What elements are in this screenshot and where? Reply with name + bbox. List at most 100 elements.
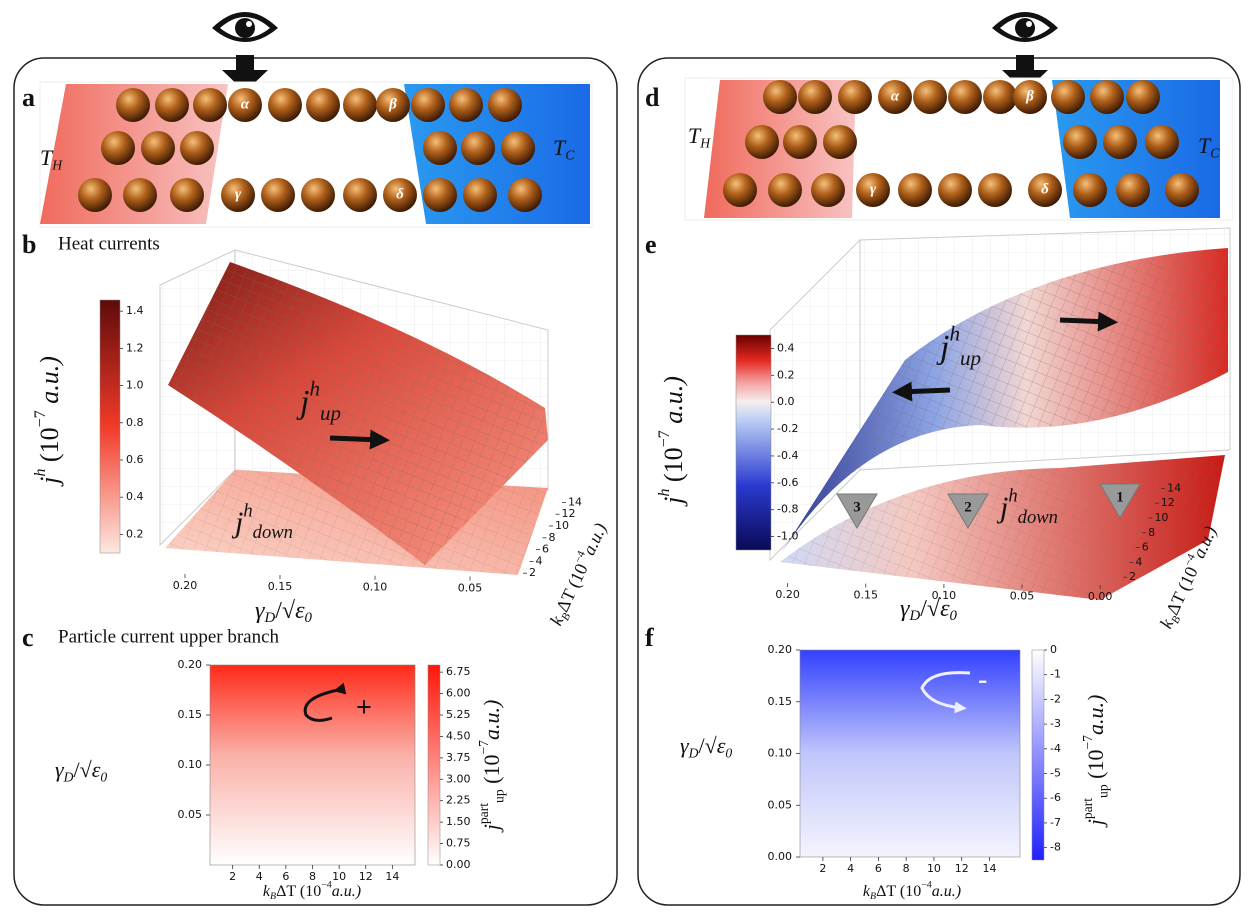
atom	[343, 178, 377, 212]
tick-label: 10	[332, 870, 346, 883]
atom	[978, 173, 1012, 207]
label-part: D	[908, 609, 920, 625]
tick-label: 0.00	[768, 850, 793, 863]
tick-label: 0.15	[768, 695, 793, 708]
tick-label: 12	[955, 862, 969, 875]
tick-label: 8	[549, 531, 556, 544]
label-part: a.u.)	[479, 700, 504, 740]
tick-label: 6.75	[446, 665, 471, 678]
label-part: /√	[699, 733, 718, 758]
site-label: α	[891, 88, 900, 104]
label-part: D	[63, 770, 74, 785]
tick-label: 2	[229, 870, 236, 883]
atom	[501, 131, 535, 165]
tick-label: 12	[359, 870, 373, 883]
colorbar	[428, 665, 440, 865]
label-part: 0	[305, 611, 313, 627]
site-label: δ	[396, 186, 404, 202]
label-part: −7	[1080, 735, 1095, 750]
tick-label: 14	[1167, 481, 1181, 494]
label-part: ΔT (10	[552, 561, 592, 616]
label-part: h	[243, 501, 252, 522]
tick-label: 0.0	[777, 395, 795, 408]
tick-label: 0.4	[777, 341, 795, 354]
marker-label: 1	[1116, 489, 1124, 505]
panel-label: d	[645, 83, 660, 112]
label-part: ΔT (10	[1162, 564, 1202, 619]
atom	[723, 173, 757, 207]
label-part: a.u.)	[35, 356, 64, 410]
tick-label: 0.75	[446, 837, 471, 850]
tick-label: 0.05	[458, 582, 483, 595]
label-part: a.u.)	[332, 883, 361, 900]
label-part: up	[1096, 784, 1111, 798]
label-part: −7	[32, 410, 49, 427]
label-part: (10	[659, 447, 688, 488]
atom	[1063, 125, 1097, 159]
tick-label: -5	[1050, 767, 1061, 780]
label-part: j	[1083, 819, 1108, 828]
atom	[1165, 173, 1199, 207]
marker-label: 3	[853, 499, 861, 515]
surface-plot-e	[770, 228, 1230, 600]
tick-label: 0.15	[268, 580, 293, 593]
math-label: γD/√ε0	[900, 596, 958, 625]
sign: -	[978, 664, 987, 695]
tick-label: 6	[1142, 541, 1149, 554]
label-part: down	[253, 522, 293, 543]
math-label: kBΔT (10−4a.u.)	[263, 880, 361, 903]
label-part: a.u.)	[579, 520, 612, 559]
atom	[508, 178, 542, 212]
site-label: β	[1025, 88, 1034, 104]
atom	[101, 131, 135, 165]
tick-label: 0	[1050, 643, 1057, 656]
tick-label: -3	[1050, 717, 1061, 730]
atom	[261, 178, 295, 212]
panel-label: b	[22, 230, 36, 259]
tick-label: -0.4	[777, 449, 798, 462]
label-part: h	[309, 377, 320, 401]
atom	[449, 88, 483, 122]
atom	[763, 80, 797, 114]
atom	[938, 173, 972, 207]
tick-label: 10	[927, 862, 941, 875]
label-part: ΔT (10	[276, 883, 321, 900]
label-part: /√	[275, 598, 296, 624]
atom	[1116, 173, 1150, 207]
atom	[948, 80, 982, 114]
label-part: 0	[950, 609, 958, 625]
label-part: j	[35, 477, 64, 487]
tick-label: -0.6	[777, 476, 798, 489]
tick-label: 0.00	[1088, 590, 1113, 603]
tick-label: 0.10	[178, 758, 203, 771]
tick-label: -0.8	[777, 503, 798, 516]
atom	[411, 88, 445, 122]
atom	[1103, 125, 1137, 159]
atom	[170, 178, 204, 212]
tick-label: 4	[1135, 555, 1142, 568]
tick-label: 6	[875, 862, 882, 875]
label-part: a.u.)	[932, 883, 961, 900]
tick-label: 0.15	[178, 708, 203, 721]
label-part: part	[476, 803, 491, 824]
label-part: H	[699, 136, 711, 151]
tick-label: 0.05	[178, 808, 203, 821]
tick-label: 0.2	[777, 368, 795, 381]
label-part: h	[1008, 486, 1017, 507]
figure: a b Heat currents c Particle current upp…	[0, 0, 1248, 914]
atom	[745, 125, 779, 159]
tick-label: -1	[1050, 668, 1061, 681]
label-part: −7	[476, 740, 491, 755]
label-part: j	[479, 824, 504, 833]
tick-label: -4	[1050, 742, 1061, 755]
tick-label: 1.50	[446, 815, 471, 828]
label-part: H	[51, 158, 63, 173]
math-label: kBΔT (10−4a.u.)	[863, 880, 961, 903]
tick-label: 0.2	[126, 527, 144, 540]
atom	[798, 80, 832, 114]
label-part: h	[32, 469, 49, 477]
tick-label: 3.75	[446, 751, 471, 764]
atom	[343, 88, 377, 122]
tick-label: -0.2	[777, 422, 798, 435]
tick-label: 0.20	[775, 588, 800, 601]
